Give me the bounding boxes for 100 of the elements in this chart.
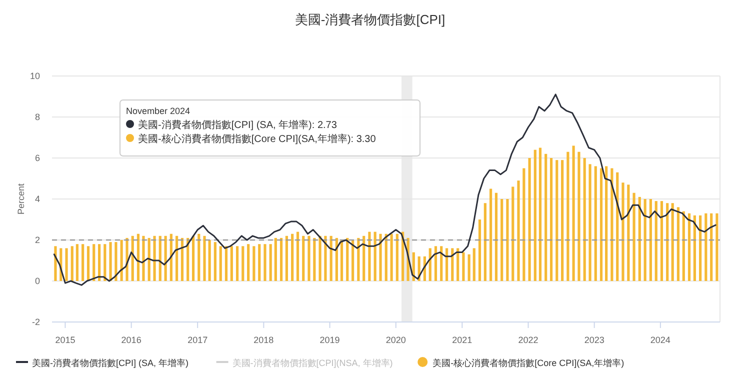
bar	[192, 236, 195, 281]
bar	[605, 166, 608, 281]
bar	[175, 236, 178, 281]
bar	[671, 203, 674, 281]
bar	[578, 152, 580, 281]
bar	[302, 236, 305, 281]
x-tick-label: 2022	[518, 335, 538, 345]
bar	[538, 148, 542, 281]
line-series	[53, 94, 716, 286]
x-tick-label: 2019	[320, 335, 340, 345]
bar	[484, 203, 486, 281]
bar	[468, 254, 470, 281]
bar	[622, 182, 624, 281]
bar	[180, 238, 184, 281]
bar	[649, 199, 652, 281]
bar	[610, 168, 614, 281]
bar	[313, 238, 316, 281]
bar	[230, 246, 233, 281]
bar	[478, 220, 482, 281]
x-tick-label: 2024	[650, 335, 670, 345]
annotation: November 2024	[126, 106, 190, 116]
bar	[512, 186, 514, 281]
bar	[704, 213, 708, 281]
bar	[208, 240, 211, 281]
bar	[445, 248, 448, 281]
bar	[236, 246, 239, 281]
bar	[285, 236, 288, 281]
bar	[148, 238, 150, 281]
bar	[318, 236, 322, 281]
legend-label: 美國-消費者物價指數[CPI] (SA, 年增率)	[32, 358, 189, 368]
bar	[70, 246, 74, 281]
x-tick-label: 2018	[254, 335, 274, 345]
bar	[54, 246, 57, 281]
bar	[352, 240, 354, 281]
bar	[269, 244, 272, 281]
bar	[203, 236, 206, 281]
bar	[710, 213, 713, 281]
bar	[198, 234, 200, 281]
bar	[588, 164, 592, 281]
bar	[214, 242, 216, 281]
y-tick-label: 4	[34, 194, 40, 204]
bar	[654, 201, 658, 281]
y-tick-label: 2	[34, 235, 40, 245]
annotation: 美國-核心消費者物價指數[Core CPI](SA,年增率): 3.30	[138, 133, 376, 145]
y-tick-label: 8	[34, 112, 40, 122]
bar	[517, 180, 520, 281]
bar	[550, 158, 553, 281]
legend-label: 美國-消費者物價指數[CPI](NSA, 年增率)	[232, 358, 393, 368]
bar	[627, 184, 630, 281]
bar	[104, 244, 106, 281]
bar	[632, 192, 636, 281]
bar	[374, 232, 376, 281]
y-tick-label: -2	[32, 317, 40, 327]
bar	[688, 213, 691, 281]
bar	[462, 252, 465, 281]
bar	[296, 232, 300, 281]
x-tick-label: 2023	[584, 335, 604, 345]
y-axis-title: Percent	[16, 183, 26, 215]
bar	[594, 166, 597, 281]
bar	[561, 160, 564, 281]
bar	[572, 146, 575, 281]
tooltip: November 2024 美國-消費者物價指數[CPI] (SA, 年增率): 2.73 美國-核心消費者物價指數[Core CPI](SA,年增率): 3.30	[120, 100, 420, 156]
bar	[340, 240, 344, 281]
bar	[158, 236, 162, 281]
bar	[142, 236, 145, 281]
annotation: 美國-消費者物價指數[CPI] (SA, 年增率): 2.73	[138, 119, 338, 131]
bar	[522, 168, 526, 281]
bar	[660, 201, 664, 281]
bar	[472, 248, 476, 281]
bar	[534, 150, 536, 281]
bar	[224, 246, 228, 281]
bar	[638, 196, 641, 281]
bar	[396, 234, 398, 281]
bar	[390, 234, 393, 281]
bar	[644, 199, 646, 281]
bar	[330, 236, 332, 281]
bar	[600, 168, 603, 281]
bar	[428, 248, 432, 281]
x-tick-label: 2021	[452, 335, 472, 345]
bar	[252, 246, 256, 281]
bar	[716, 213, 718, 281]
bar	[676, 207, 680, 281]
bar	[379, 234, 382, 281]
bar	[682, 211, 685, 281]
bar	[164, 236, 167, 281]
bar	[357, 238, 360, 281]
y-tick-label: 0	[34, 276, 40, 286]
bar	[98, 244, 101, 281]
bar	[666, 203, 669, 281]
bar	[500, 199, 504, 281]
bar	[528, 158, 531, 281]
bar	[153, 236, 156, 281]
bar	[76, 244, 78, 281]
bar	[698, 215, 702, 281]
x-tick-label: 2015	[55, 335, 76, 345]
bar	[616, 172, 619, 281]
bar	[291, 234, 294, 281]
bar	[434, 246, 438, 281]
bar	[247, 244, 250, 281]
bar	[242, 246, 244, 281]
